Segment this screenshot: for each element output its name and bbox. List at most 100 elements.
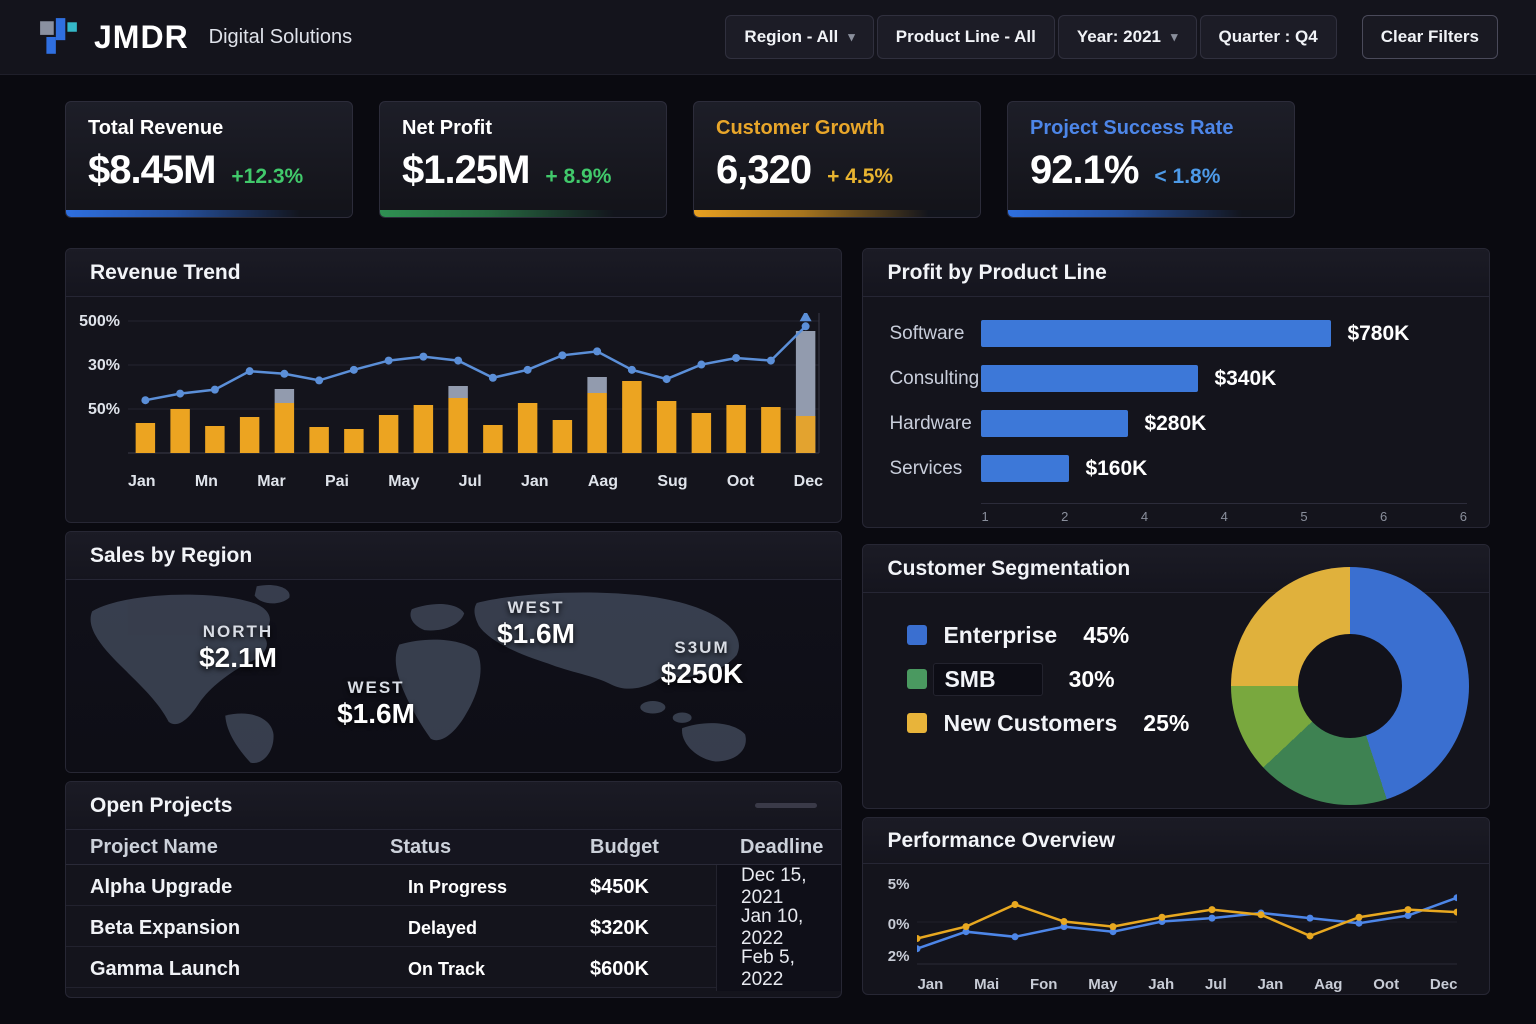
panel-title: Revenue Trend xyxy=(66,249,842,297)
kpi-value: $1.25M xyxy=(402,148,530,192)
budget-value: $320K xyxy=(590,916,649,939)
region-label-s3um: S3UM $250K xyxy=(661,638,744,690)
legend-swatch xyxy=(907,625,928,645)
legend-item-enterprise: Enterprise 45% xyxy=(907,619,1207,651)
table-row[interactable]: Gamma Launch On Track $600K Feb 5, 2022 xyxy=(66,947,842,991)
main-content: Total Revenue $8.45M +12.3% Net Profit $… xyxy=(0,75,1536,998)
brand-tagline: Digital Solutions xyxy=(208,25,353,48)
left-column: Revenue Trend 500% 30% 50% Jan Mn Mar Pai May J… xyxy=(65,248,843,998)
kpi-accent-bar xyxy=(1008,210,1294,217)
dashboard-root: JMDR Digital Solutions Region - All ▾ Pr… xyxy=(0,0,1536,998)
region-label-west-1: WEST $1.6M xyxy=(497,598,575,650)
brand: JMDR Digital Solutions xyxy=(38,16,352,58)
bar xyxy=(981,365,1199,392)
legend-percent: 30% xyxy=(1068,665,1115,692)
region-value: $1.6M xyxy=(497,618,575,649)
panel-title: Profit by Product Line xyxy=(863,249,1489,297)
kpi-value-row: $8.45M +12.3% xyxy=(88,148,330,193)
region-name: WEST xyxy=(347,678,405,697)
kpi-value: 6,320 xyxy=(716,148,812,192)
filter-quarter[interactable]: Quarter : Q4 xyxy=(1199,15,1337,59)
bar xyxy=(981,455,1070,482)
kpi-card-customer-growth: Customer Growth 6,320 + 4.5% xyxy=(693,101,981,218)
kpi-title: Project Success Rate xyxy=(1030,117,1234,139)
donut-chart xyxy=(1231,567,1469,805)
legend-label: Enterprise xyxy=(943,621,1058,648)
panel-title: Performance Overview xyxy=(863,818,1489,864)
performance-line-chart xyxy=(917,894,1458,965)
status-badge: On Track xyxy=(408,958,486,979)
column-header-deadline: Deadline xyxy=(740,835,824,858)
profit-bar-chart: Software $780K Consulting $340K Hardware xyxy=(863,297,1489,491)
performance-chart: 5% 0% 2% xyxy=(863,864,1489,974)
horizontal-scrollbar[interactable] xyxy=(755,803,818,808)
kpi-row: Total Revenue $8.45M +12.3% Net Profit $… xyxy=(65,101,1490,218)
legend-item-smb: SMB 30% xyxy=(907,662,1207,696)
deadline-value: Dec 15, 2021 xyxy=(716,865,842,909)
kpi-accent-bar xyxy=(694,210,980,217)
kpi-delta: + 4.5% xyxy=(827,165,894,188)
panel-title: Open Projects xyxy=(90,793,233,817)
status-cell: Delayed xyxy=(366,914,566,943)
budget-value: $600K xyxy=(590,957,649,980)
table-row[interactable]: Alpha Upgrade In Progress $450K Dec 15, … xyxy=(66,865,842,909)
segmentation-legend: Enterprise 45% SMB 30% New Customers 25% xyxy=(907,619,1207,739)
legend-swatch xyxy=(907,713,928,733)
revenue-combo-chart xyxy=(128,313,820,454)
legend-swatch xyxy=(907,669,928,689)
chevron-down-icon: ▾ xyxy=(848,29,855,44)
region-value: $2.1M xyxy=(199,642,277,673)
kpi-card-net-profit: Net Profit $1.25M + 8.9% xyxy=(379,101,667,218)
open-projects-header: Open Projects xyxy=(66,782,842,830)
filter-quarter-label: Quarter : Q4 xyxy=(1218,27,1318,46)
profit-by-product-panel: Profit by Product Line Software $780K Co… xyxy=(862,248,1490,528)
filter-bar: Region - All ▾ Product Line - All Year: … xyxy=(725,15,1498,59)
project-name: Beta Expansion xyxy=(90,916,241,939)
filter-product-line[interactable]: Product Line - All xyxy=(876,15,1055,59)
kpi-value-row: $1.25M + 8.9% xyxy=(402,148,644,193)
table-row[interactable]: Beta Expansion Delayed $320K Jan 10, 202… xyxy=(66,906,842,950)
region-value: $1.6M xyxy=(337,698,415,729)
kpi-delta: < 1.8% xyxy=(1154,165,1221,188)
bar-row-software: Software $780K xyxy=(863,311,1489,356)
bar-label: Consulting xyxy=(889,367,980,389)
right-column: Profit by Product Line Software $780K Co… xyxy=(862,248,1490,998)
filter-region[interactable]: Region - All ▾ xyxy=(725,15,874,59)
region-label-north: NORTH $2.1M xyxy=(199,622,277,674)
legend-percent: 25% xyxy=(1143,709,1190,736)
bar-value: $280K xyxy=(1144,411,1207,435)
filter-year[interactable]: Year: 2021 ▾ xyxy=(1057,15,1197,59)
kpi-card-total-revenue: Total Revenue $8.45M +12.3% xyxy=(65,101,353,218)
status-badge: In Progress xyxy=(408,876,508,897)
kpi-value-row: 6,320 + 4.5% xyxy=(716,148,958,193)
brand-name: JMDR xyxy=(94,18,189,55)
project-name: Gamma Launch xyxy=(90,957,241,980)
performance-overview-panel: Performance Overview 5% 0% 2% Jan Mai Fon May… xyxy=(862,817,1490,995)
legend-percent: 45% xyxy=(1083,621,1130,648)
status-cell: On Track xyxy=(366,955,566,984)
region-name: NORTH xyxy=(202,622,274,641)
column-header-project-name: Project Name xyxy=(90,835,218,858)
bar-label: Services xyxy=(889,457,963,479)
bar-label: Software xyxy=(889,322,965,344)
bar-label: Hardware xyxy=(889,412,972,434)
filter-region-label: Region - All xyxy=(744,27,839,46)
column-header-budget: Budget xyxy=(590,835,659,858)
kpi-card-project-success-rate: Project Success Rate 92.1% < 1.8% xyxy=(1007,101,1295,218)
legend-label: New Customers xyxy=(943,709,1118,736)
revenue-trend-chart: 500% 30% 50% xyxy=(66,297,841,465)
top-bar: JMDR Digital Solutions Region - All ▾ Pr… xyxy=(0,0,1536,75)
bar-row-consulting: Consulting $340K xyxy=(863,356,1489,401)
sales-by-region-panel: Sales by Region xyxy=(65,531,843,773)
kpi-delta: +12.3% xyxy=(231,165,304,188)
status-cell: In Progress xyxy=(366,873,566,902)
region-value: $250K xyxy=(660,658,744,689)
bar xyxy=(981,410,1129,437)
kpi-accent-bar xyxy=(66,210,352,217)
budget-value: $450K xyxy=(590,875,649,898)
panel-title: Sales by Region xyxy=(66,532,842,580)
clear-filters-button[interactable]: Clear Filters xyxy=(1361,15,1498,59)
performance-x-axis: Jan Mai Fon May Jah Jul Jan Aag Oot Dec xyxy=(917,976,1458,993)
bar-value: $780K xyxy=(1347,321,1410,345)
